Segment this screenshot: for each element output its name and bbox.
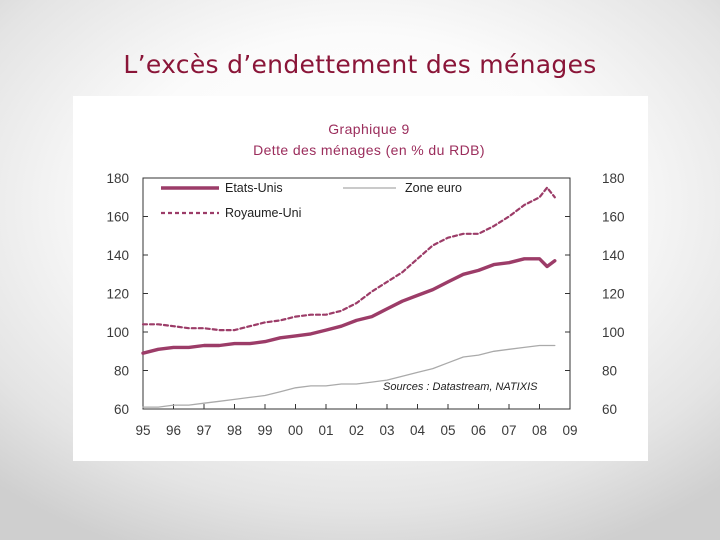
- y-tick-label-right: 80: [602, 364, 617, 379]
- y-tick-label-left: 160: [106, 210, 129, 225]
- y-tick-label-right: 160: [602, 210, 625, 225]
- x-tick-label: 98: [227, 423, 242, 438]
- y-tick-label-left: 140: [106, 248, 129, 263]
- x-tick-label: 03: [379, 423, 394, 438]
- y-tick-label-right: 100: [602, 325, 625, 340]
- x-tick-label: 01: [318, 423, 333, 438]
- x-tick-label: 99: [257, 423, 272, 438]
- chart-title: Graphique 9: [328, 121, 409, 137]
- plot-frame: [142, 177, 571, 410]
- x-tick-label: 02: [349, 423, 364, 438]
- legend-label: Etats-Unis: [225, 181, 283, 195]
- x-tick-label: 06: [471, 423, 486, 438]
- y-tick-label-right: 120: [602, 287, 625, 302]
- x-tick-label: 00: [288, 423, 303, 438]
- series-line-etats-unis: [141, 257, 557, 355]
- chart-panel: Graphique 9 Dette des ménages (en % du R…: [73, 96, 648, 461]
- x-tick-label: 96: [166, 423, 181, 438]
- y-tick-label-left: 180: [106, 171, 129, 186]
- y-tick-label-right: 140: [602, 248, 625, 263]
- chart-subtitle: Dette des ménages (en % du RDB): [253, 142, 485, 158]
- legend-label: Zone euro: [405, 181, 462, 195]
- y-tick-label-left: 120: [106, 287, 129, 302]
- series-line-zone-euro: [142, 344, 556, 408]
- slide-title: L’excès d’endettement des ménages: [123, 50, 597, 79]
- y-tick-label-left: 60: [114, 402, 129, 417]
- x-tick-label: 08: [532, 423, 547, 438]
- legend-label: Royaume-Uni: [225, 206, 301, 220]
- debt-chart: Graphique 9 Dette des ménages (en % du R…: [106, 121, 624, 438]
- axes: 60 60 80 80 100 100 120 120 140 140 160 160 180 180 95…: [106, 171, 624, 438]
- x-tick-label: 05: [440, 423, 455, 438]
- series-group: [141, 186, 557, 408]
- legend: Etats-Unis Zone euro Royaume-Uni: [161, 181, 462, 220]
- x-tick-label: 09: [562, 423, 577, 438]
- x-tick-label: 97: [196, 423, 211, 438]
- x-tick-label: 07: [501, 423, 516, 438]
- series-line-royaume-uni: [141, 186, 556, 332]
- y-tick-label-right: 180: [602, 171, 625, 186]
- x-tick-label: 04: [410, 423, 426, 438]
- y-tick-label-left: 100: [106, 325, 129, 340]
- x-tick-label: 95: [135, 423, 150, 438]
- y-tick-label-left: 80: [114, 364, 129, 379]
- y-tick-label-right: 60: [602, 402, 617, 417]
- source-note: Sources : Datastream, NATIXIS: [383, 381, 538, 393]
